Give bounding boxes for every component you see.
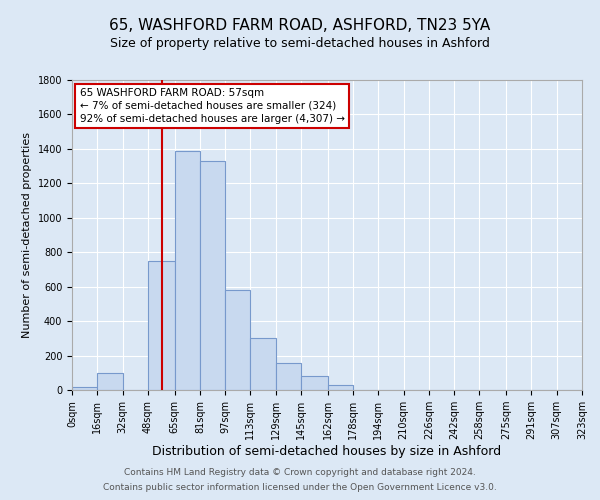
Bar — [72, 388, 97, 390]
Text: 65, WASHFORD FARM ROAD, ASHFORD, TN23 5YA: 65, WASHFORD FARM ROAD, ASHFORD, TN23 5Y… — [109, 18, 491, 32]
Y-axis label: Number of semi-detached properties: Number of semi-detached properties — [22, 132, 32, 338]
X-axis label: Distribution of semi-detached houses by size in Ashford: Distribution of semi-detached houses by … — [152, 445, 502, 458]
Text: Size of property relative to semi-detached houses in Ashford: Size of property relative to semi-detach… — [110, 38, 490, 51]
Text: 65 WASHFORD FARM ROAD: 57sqm
← 7% of semi-detached houses are smaller (324)
92% : 65 WASHFORD FARM ROAD: 57sqm ← 7% of sem… — [80, 88, 344, 124]
Bar — [328, 385, 353, 390]
Text: Contains HM Land Registry data © Crown copyright and database right 2024.: Contains HM Land Registry data © Crown c… — [124, 468, 476, 477]
Bar — [200, 161, 225, 390]
Bar — [250, 338, 275, 390]
Bar — [148, 261, 175, 390]
Bar — [225, 290, 250, 390]
Text: Contains public sector information licensed under the Open Government Licence v3: Contains public sector information licen… — [103, 483, 497, 492]
Bar — [175, 150, 200, 390]
Bar — [275, 364, 301, 390]
Bar — [301, 376, 328, 390]
Bar — [97, 373, 122, 390]
